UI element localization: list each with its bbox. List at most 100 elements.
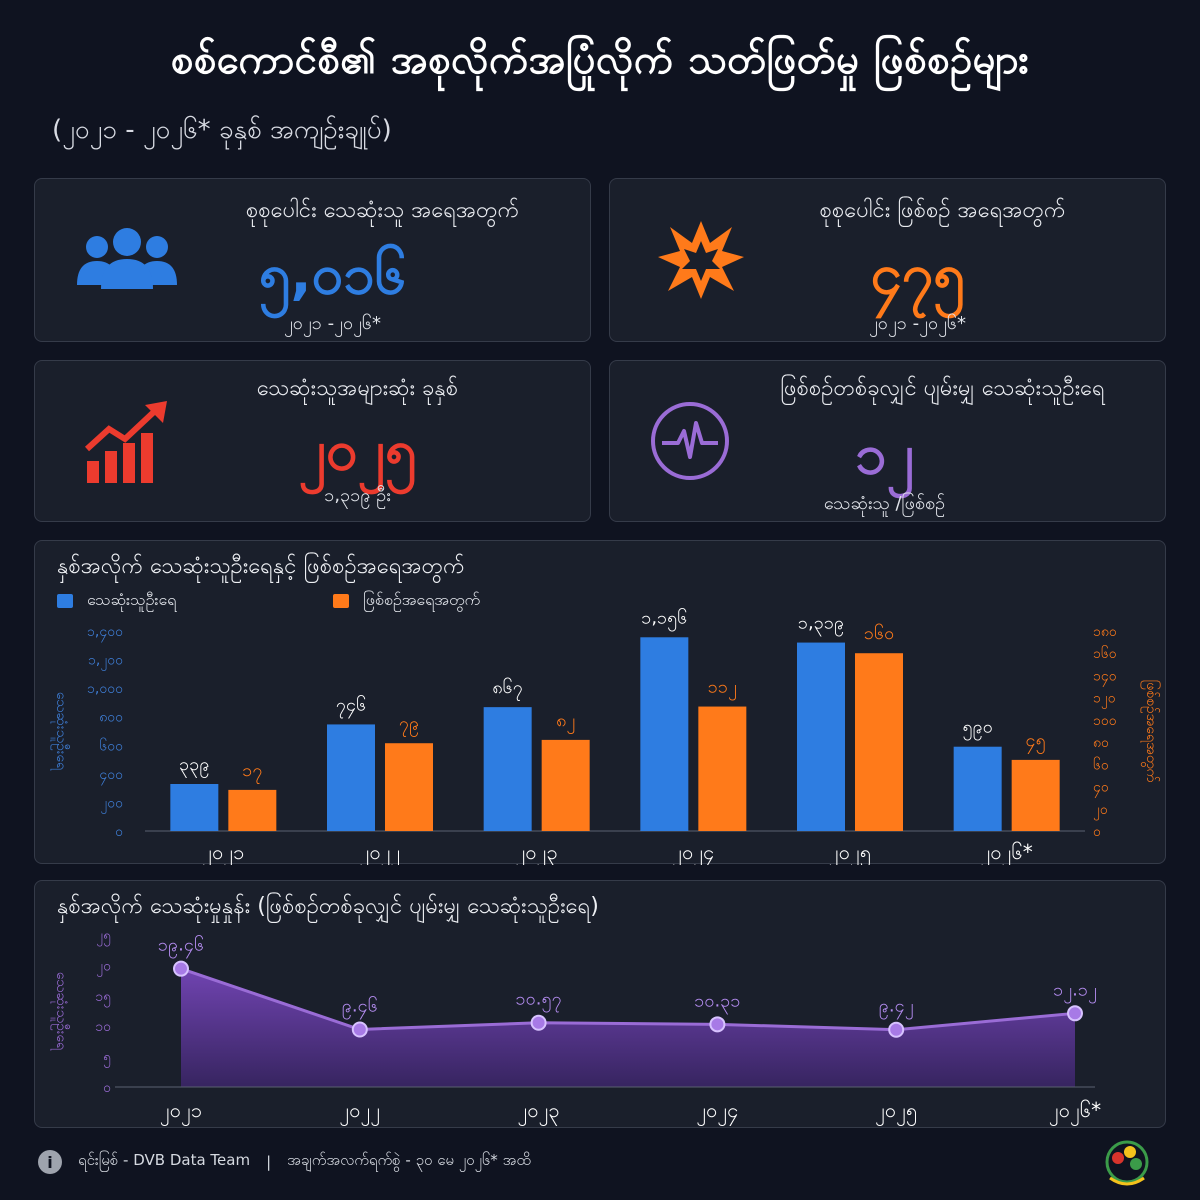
footer: i ရင်းမြစ် - DVB Data Team | အချက်အလက်ရက… [38,1150,531,1174]
kpi-note: ၂၀၂၁ -၂၀၂၆* [283,313,382,334]
y-tick-label-left: ၂၀၀ [100,795,123,813]
data-label-deaths: ၇၄၆ [336,694,366,718]
x-tick-label: ၂၀၂၂ [360,840,401,865]
data-label-deaths: ၃၃၉ [179,754,209,778]
bar-incidents [541,739,590,831]
kpi-value: ၅,၀၁၆ [258,242,407,307]
x-tick-label: ၂၀၂၃ [518,1098,560,1126]
footer-note: အချက်အလက်ရက်စွဲ - ၃၀ မေ ၂၀၂၆* အထိ [287,1151,531,1169]
x-tick-label: ၂၀၂၃ [516,840,558,865]
legend-item-incidents: ဖြစ်စဉ်အရေအတွက် [333,589,480,613]
y-tick-label: ၅ [103,1050,111,1068]
y-tick-label-right: ၆၀ [1093,757,1109,773]
y-tick-label-right: ၀ [1093,824,1101,840]
area-chart-card: နှစ်အလိုက် သေဆုံးမှုနှုန်း (ဖြစ်စဉ်တစ်ခု… [34,880,1166,1128]
bar-deaths [640,637,689,831]
chart-title: နှစ်အလိုက် သေဆုံးသူဦးရေနှင့် ဖြစ်စဉ်အရေအ… [57,554,465,579]
kpi-card-total-deaths: စုစုပေါင်း သေဆုံးသူ အရေအတွက် ၅,၀၁၆ ၂၀၂၁ … [34,178,591,342]
kpi-value: ၁၂ [854,422,914,487]
y-axis-label-right: ဖြစ်စဉ်အရေအတွက် [1141,680,1160,783]
y-tick-label-left: ၁,၀၀၀ [87,681,123,697]
data-point [1067,1005,1083,1022]
bar-chart-card: နှစ်အလိုက် သေဆုံးသူဦးရေနှင့် ဖြစ်စဉ်အရေအ… [34,540,1166,865]
x-tick-label: ၂၀၂၁ [202,840,244,865]
bar-deaths [327,724,375,831]
y-tick-label-left: ၄၀၀ [99,767,123,785]
x-tick-label: ၂၀၂၂ [339,1098,380,1126]
x-tick-label: ၂၀၂၁ [160,1098,202,1126]
page-subtitle: (၂၀၂၁ - ၂၀၂၆* ခုနှစ် အကျဉ်းချုပ်) [52,115,392,145]
kpi-label: ဖြစ်စဉ်တစ်ခုလျှင် ပျမ်းမျှ သေဆုံးသူဦးရေ [780,376,1105,401]
kpi-label: စုစုပေါင်း သေဆုံးသူ အရေအတွက် [245,198,520,223]
pulse-icon [650,401,730,485]
y-tick-label: ၀ [103,1080,111,1096]
kpi-note: သေဆုံးသူ /ဖြစ်စဉ် [823,493,946,514]
data-label: ၁၉.၄၆ [158,935,204,959]
data-label-deaths: ၅၉၀ [962,717,992,741]
data-label-deaths: ၁,၃၁၉ [798,613,844,637]
data-point [530,1014,547,1031]
x-tick-label: ၂၀၂၄ [696,1098,738,1126]
bar-incidents [698,706,747,831]
info-icon: i [38,1150,62,1174]
y-tick-label: ၁၅ [95,989,111,1007]
data-label: ၉.၄၆ [342,995,378,1019]
y-tick-label-right: ၁၈၀ [1093,624,1117,640]
kpi-card-total-incidents: စုစုပေါင်း ဖြစ်စဉ် အရေအတွက် ၄၇၅ ၂၀၂၁ -၂၀… [609,178,1166,342]
series-line [180,967,1076,1032]
y-axis-label: သေဆုံးသူဦးရေ [51,972,69,1051]
chart-title: နှစ်အလိုက် သေဆုံးမှုနှုန်း (ဖြစ်စဉ်တစ်ခု… [57,894,599,919]
kpi-note: ၂၀၂၁ -၂၀၂၆* [868,313,967,334]
data-point [351,1021,368,1038]
x-tick-label: ၂၀၂၅ [829,840,871,865]
data-label: ၁၀.၅၇ [515,989,561,1013]
kpi-value: ၂၀၂၅ [298,418,417,483]
y-tick-label-right: ၁၆၀ [1093,646,1117,662]
dvb-logo [1100,1138,1154,1196]
footer-source: ရင်းမြစ် - DVB Data Team [78,1151,251,1169]
y-tick-label-right: ၈၀ [1093,735,1109,751]
legend-label: သေဆုံးသူဦးရေ [87,590,177,609]
y-tick-label-right: ၁၀၀ [1093,713,1117,729]
bar-incidents [855,653,903,831]
x-tick-label: ၂၀၂၅ [875,1098,917,1126]
data-point [709,1016,726,1033]
footer-separator: | [266,1153,272,1171]
bar-incidents [1011,759,1060,831]
kpi-card-average-per-incident: ဖြစ်စဉ်တစ်ခုလျှင် ပျမ်းမျှ သေဆုံးသူဦးရေ … [609,360,1166,522]
data-label: ၉.၄၂ [879,996,914,1020]
y-tick-label-right: ၄၀ [1093,780,1109,798]
data-point [173,960,189,977]
bar-incidents [228,789,277,831]
data-label-deaths: ၈၆၇ [492,677,523,701]
y-tick-label-left: ၁,၄၀၀ [87,624,123,642]
page-title: စစ်ကောင်စီ၏ အစုလိုက်အပြုံလိုက် သတ်ဖြတ်မှ… [170,37,1030,83]
x-tick-label: ၂၀၂၄ [672,840,714,865]
y-tick-label: ၂၀ [96,958,111,976]
kpi-card-deadliest-year: သေဆုံးသူအများဆုံး ခုနှစ် ၂၀၂၅ ၁,၃၁၉ ဦး [34,360,591,522]
y-tick-label-right: ၂၀ [1093,802,1108,820]
kpi-value: ၄၇၅ [870,242,965,307]
kpi-label: သေဆုံးသူအများဆုံး ခုနှစ် [256,376,459,401]
y-tick-label-right: ၁၄၀ [1093,668,1117,686]
data-label-incidents: ၈၂ [556,710,575,734]
bar-growth-icon [83,399,173,489]
data-label-incidents: ၁၇ [242,760,262,784]
legend-label: ဖြစ်စဉ်အရေအတွက် [363,590,481,609]
explosion-icon [656,219,746,303]
y-tick-label-left: ၆၀၀ [99,738,123,754]
legend-swatch [333,594,349,608]
data-label-incidents: ၇၉ [399,713,419,737]
legend-swatch [57,594,73,608]
data-label-incidents: ၁၁၂ [708,677,737,701]
data-label-deaths: ၁,၁၅၆ [641,607,687,631]
legend-item-deaths: သေဆုံးသူဦးရေ [57,589,176,613]
kpi-label: စုစုပေါင်း ဖြစ်စဉ် အရေအတွက် [819,198,1066,223]
x-tick-label: ၂၀၂၆* [1049,1098,1101,1126]
bar-deaths [483,707,532,831]
data-label-incidents: ၄၅ [1026,730,1046,754]
people-icon [75,227,179,295]
y-tick-label: ၁၀ [95,1019,111,1035]
